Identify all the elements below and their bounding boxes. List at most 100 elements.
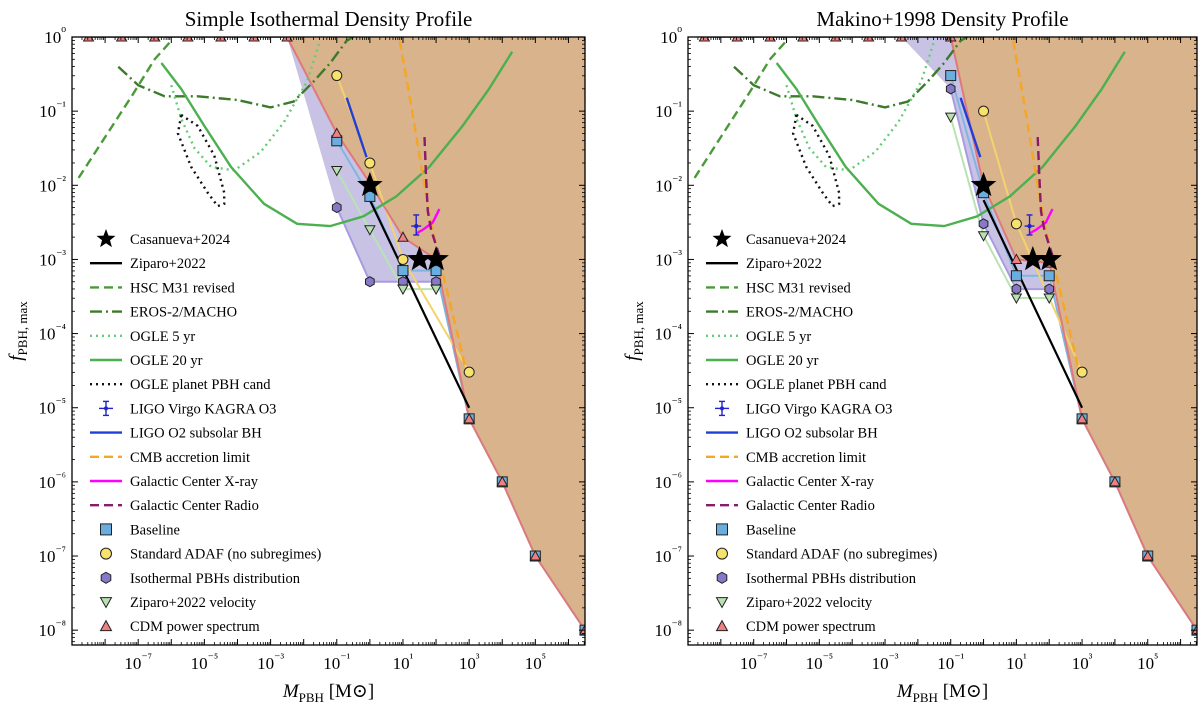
excluded-region: [88, 37, 585, 631]
excluded-region: [704, 37, 1197, 631]
legend-label: CDM power spectrum: [746, 619, 876, 635]
x-tick-label: 10⁻⁵: [191, 651, 219, 673]
marker-circle: [331, 70, 343, 82]
marker-triangle-up: [862, 37, 875, 42]
marker-triangle-up: [895, 37, 908, 42]
x-tick-label: 10⁻⁷: [740, 651, 768, 673]
legend-label: CMB accretion limit: [746, 450, 866, 466]
legend-label: HSC M31 revised: [746, 280, 851, 296]
legend-label: Standard ADAF (no subregimes): [746, 547, 937, 563]
chart-title: Simple Isothermal Density Profile: [185, 7, 473, 31]
marker-triangle-up: [463, 412, 476, 424]
ligo-errorbar: [411, 214, 422, 236]
marker-triangle-up: [797, 37, 809, 42]
curve-ogle-5-yr: [785, 40, 936, 172]
legend-label: CMB accretion limit: [130, 450, 250, 466]
legend-label: LIGO O2 subsolar BH: [746, 426, 878, 442]
marker-triangle-up: [248, 37, 260, 42]
curve-eros-2-macho: [117, 37, 354, 109]
curve-galactic-center-x-ray: [1028, 208, 1054, 235]
marker-circle: [463, 366, 475, 378]
plot-area: [77, 37, 585, 636]
x-tick-label: 10⁻³: [872, 651, 899, 673]
legend-label: Standard ADAF (no subregimes): [130, 547, 321, 563]
x-tick-label: 10⁻¹: [323, 651, 350, 673]
marker-hexagon: [1011, 283, 1022, 295]
marker-triangle-down: [1043, 293, 1056, 305]
y-tick-label: 10⁻³: [39, 247, 66, 269]
marker-triangle-up: [1141, 549, 1154, 561]
legend-label: LIGO Virgo KAGRA O3: [746, 401, 892, 417]
marker-triangle-down: [977, 231, 990, 242]
envelope-line: [335, 207, 437, 283]
x-tick-label: 10⁻⁵: [806, 651, 834, 673]
x-tick-label: 10⁻⁷: [124, 651, 152, 673]
curve-ligo-o2-subsolar-bh: [345, 97, 368, 158]
marker-triangle-up: [731, 37, 744, 42]
legend-label: Ziparo+2022 velocity: [746, 595, 873, 611]
marker-triangle-down: [944, 112, 957, 124]
chart-panel-2: 10⁻⁷ 10⁻⁵ 10⁻³ 10⁻¹ 10¹ 10³ 10⁵ 10⁰ 10⁻¹ 10⁻² 10⁻³…: [622, 7, 1198, 704]
legend-label: OGLE planet PBH cand: [130, 377, 271, 393]
marker-triangle-up: [529, 549, 542, 561]
y-tick-label: 10⁻⁵: [38, 396, 66, 418]
marker-triangle-up: [148, 37, 161, 42]
curve-ogle-20-yr: [775, 51, 1126, 228]
marker-triangle-up: [829, 37, 842, 42]
legend-label: LIGO Virgo KAGRA O3: [130, 401, 276, 417]
x-tick-label: 10⁻³: [257, 651, 284, 673]
curve-hsc-m31-revised: [693, 39, 788, 179]
legend-label: Ziparo+2022 velocity: [130, 595, 257, 611]
marker-triangle-up: [1076, 412, 1088, 424]
legend-label: Galactic Center Radio: [746, 498, 875, 514]
y-tick-label: 10⁻⁶: [38, 470, 66, 492]
curve-ziparo-2022: [982, 199, 1084, 409]
x-tick-label: 10³: [459, 651, 480, 673]
ligo-errorbar: [1024, 214, 1035, 236]
marker-circle: [397, 253, 409, 265]
x-tick-label: 10¹: [393, 651, 414, 673]
legend-label: Galactic Center Radio: [130, 498, 259, 514]
legend-label: Galactic Center X-ray: [746, 474, 875, 490]
y-tick-label: 10⁻²: [655, 173, 682, 195]
star-marker: [423, 245, 449, 271]
curve-galactic-center-x-ray: [415, 208, 441, 235]
marker-hexagon: [1044, 283, 1055, 295]
plot-area: [693, 37, 1197, 636]
x-axis-label: MPBH [M⊙]: [282, 681, 374, 704]
marker-triangle-up: [496, 475, 509, 487]
legend-label: Baseline: [130, 522, 180, 538]
legend-label: OGLE 5 yr: [746, 329, 811, 345]
legend-label: Ziparo+2022: [746, 256, 822, 272]
legend-label: OGLE planet PBH cand: [746, 377, 887, 393]
y-tick-label: 10⁻¹: [39, 99, 66, 121]
envelope-line: [949, 116, 1050, 299]
legend-label: LIGO O2 subsolar BH: [130, 426, 262, 442]
marker-square: [364, 190, 376, 202]
y-tick-label: 10⁻²: [39, 173, 66, 195]
star-marker: [970, 171, 997, 197]
legend-label: EROS-2/MACHO: [746, 305, 853, 321]
star-marker: [1036, 245, 1062, 271]
curve-ligo-o2-subsolar-bh: [959, 97, 982, 158]
curve-ziparo-2022: [368, 199, 471, 409]
legend-label: Galactic Center X-ray: [130, 474, 259, 490]
marker-triangle-up: [82, 37, 95, 42]
y-tick-label: 10⁻⁸: [38, 618, 66, 640]
marker-square: [430, 265, 442, 277]
y-tick-label: 10⁻⁴: [654, 322, 682, 344]
legend-label: OGLE 20 yr: [130, 353, 203, 369]
curve-ogle-planet-pbh-cand: [176, 112, 226, 208]
legend: Casanueva+2024 Ziparo+2022 HSC M31 revised…: [90, 229, 321, 635]
y-tick-label: 10⁻⁷: [654, 544, 682, 566]
marker-triangle-up: [1109, 475, 1121, 487]
marker-square: [945, 70, 957, 82]
marker-hexagon: [331, 201, 342, 214]
marker-triangle-up: [181, 37, 194, 42]
curve-ogle-planet-pbh-cand: [791, 112, 841, 208]
marker-square: [1010, 270, 1022, 282]
envelope-line: [949, 88, 1050, 291]
marker-triangle-up: [281, 37, 293, 42]
envelope-line: [704, 37, 1197, 631]
